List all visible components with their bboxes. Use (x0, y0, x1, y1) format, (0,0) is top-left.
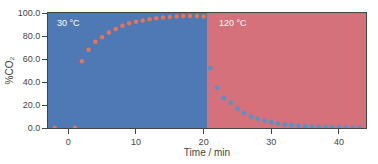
svg-text:0.0: 0.0 (28, 123, 41, 133)
svg-text:10: 10 (131, 137, 141, 147)
svg-text:40: 40 (334, 137, 344, 147)
svg-text:100.0: 100.0 (18, 8, 41, 18)
svg-text:20.0: 20.0 (23, 100, 41, 110)
svg-text:80.0: 80.0 (23, 31, 41, 41)
svg-text:Time / min: Time / min (184, 147, 230, 158)
svg-text:%CO₂: %CO₂ (4, 56, 15, 84)
svg-text:120 °C: 120 °C (219, 18, 247, 28)
svg-text:60.0: 60.0 (23, 54, 41, 64)
svg-text:20: 20 (199, 137, 209, 147)
svg-text:40.0: 40.0 (23, 77, 41, 87)
svg-text:30: 30 (266, 137, 276, 147)
svg-text:0: 0 (66, 137, 71, 147)
svg-text:30 °C: 30 °C (57, 18, 80, 28)
